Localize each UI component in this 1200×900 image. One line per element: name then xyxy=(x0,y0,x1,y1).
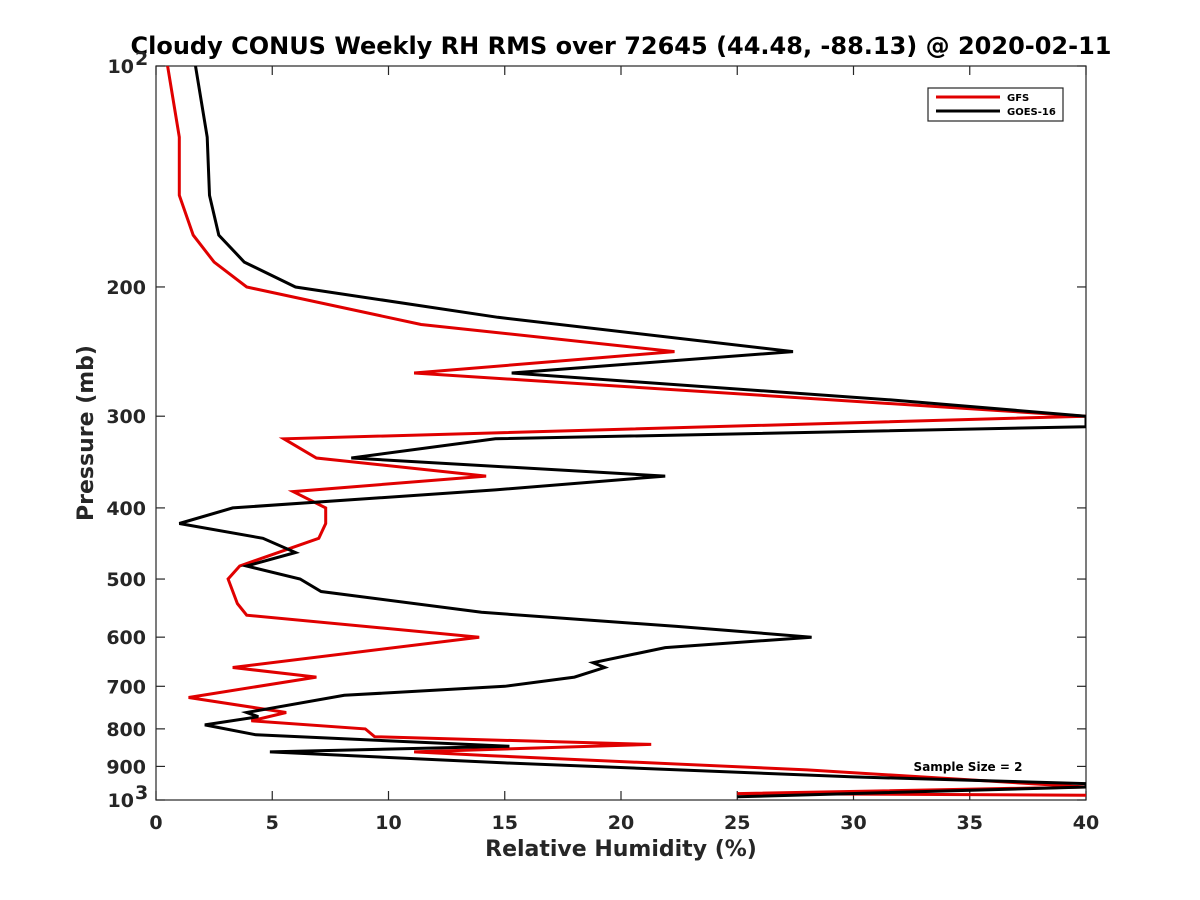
x-axis-ticks: 0 5 10 15 20 25 30 35 40 xyxy=(149,66,1099,834)
y-tick-label: 700 xyxy=(106,676,146,698)
series-lines xyxy=(166,66,1086,799)
x-tick-label: 0 xyxy=(149,812,162,834)
x-tick-label: 30 xyxy=(840,812,866,834)
y-tick-label: 900 xyxy=(106,756,146,778)
y-tick-label: 600 xyxy=(106,627,146,649)
y-tick-label: 400 xyxy=(106,498,146,520)
series-line-gfs xyxy=(166,66,1086,797)
plot-area-frame xyxy=(155,65,1087,801)
legend: GFS GOES-16 xyxy=(927,87,1064,122)
y-tick-label: 800 xyxy=(106,719,146,741)
x-tick-label: 25 xyxy=(724,812,750,834)
y-tick-label: 200 xyxy=(106,277,146,299)
y-tick-label: 10 xyxy=(108,56,134,78)
x-tick-label: 40 xyxy=(1073,812,1099,834)
y-tick-label: 10 xyxy=(108,790,134,812)
sample-size-annotation: Sample Size = 2 xyxy=(914,760,1023,774)
y-tick-label: 500 xyxy=(106,569,146,591)
legend-label: GFS xyxy=(1007,93,1029,104)
chart-title: Cloudy CONUS Weekly RH RMS over 72645 (4… xyxy=(131,32,1112,60)
y-tick-exponent: 2 xyxy=(135,48,148,70)
y-tick-label: 300 xyxy=(106,406,146,428)
x-tick-label: 15 xyxy=(492,812,518,834)
legend-label: GOES-16 xyxy=(1007,107,1056,118)
x-tick-label: 5 xyxy=(266,812,279,834)
y-axis-label: Pressure (mb) xyxy=(74,345,99,521)
legend-box xyxy=(927,87,1064,122)
y-tick-exponent: 3 xyxy=(135,782,148,804)
x-tick-label: 10 xyxy=(375,812,401,834)
x-axis-label: Relative Humidity (%) xyxy=(485,837,757,862)
x-tick-label: 35 xyxy=(957,812,983,834)
series-line-goes-16 xyxy=(178,66,1086,799)
x-tick-label: 20 xyxy=(608,812,634,834)
